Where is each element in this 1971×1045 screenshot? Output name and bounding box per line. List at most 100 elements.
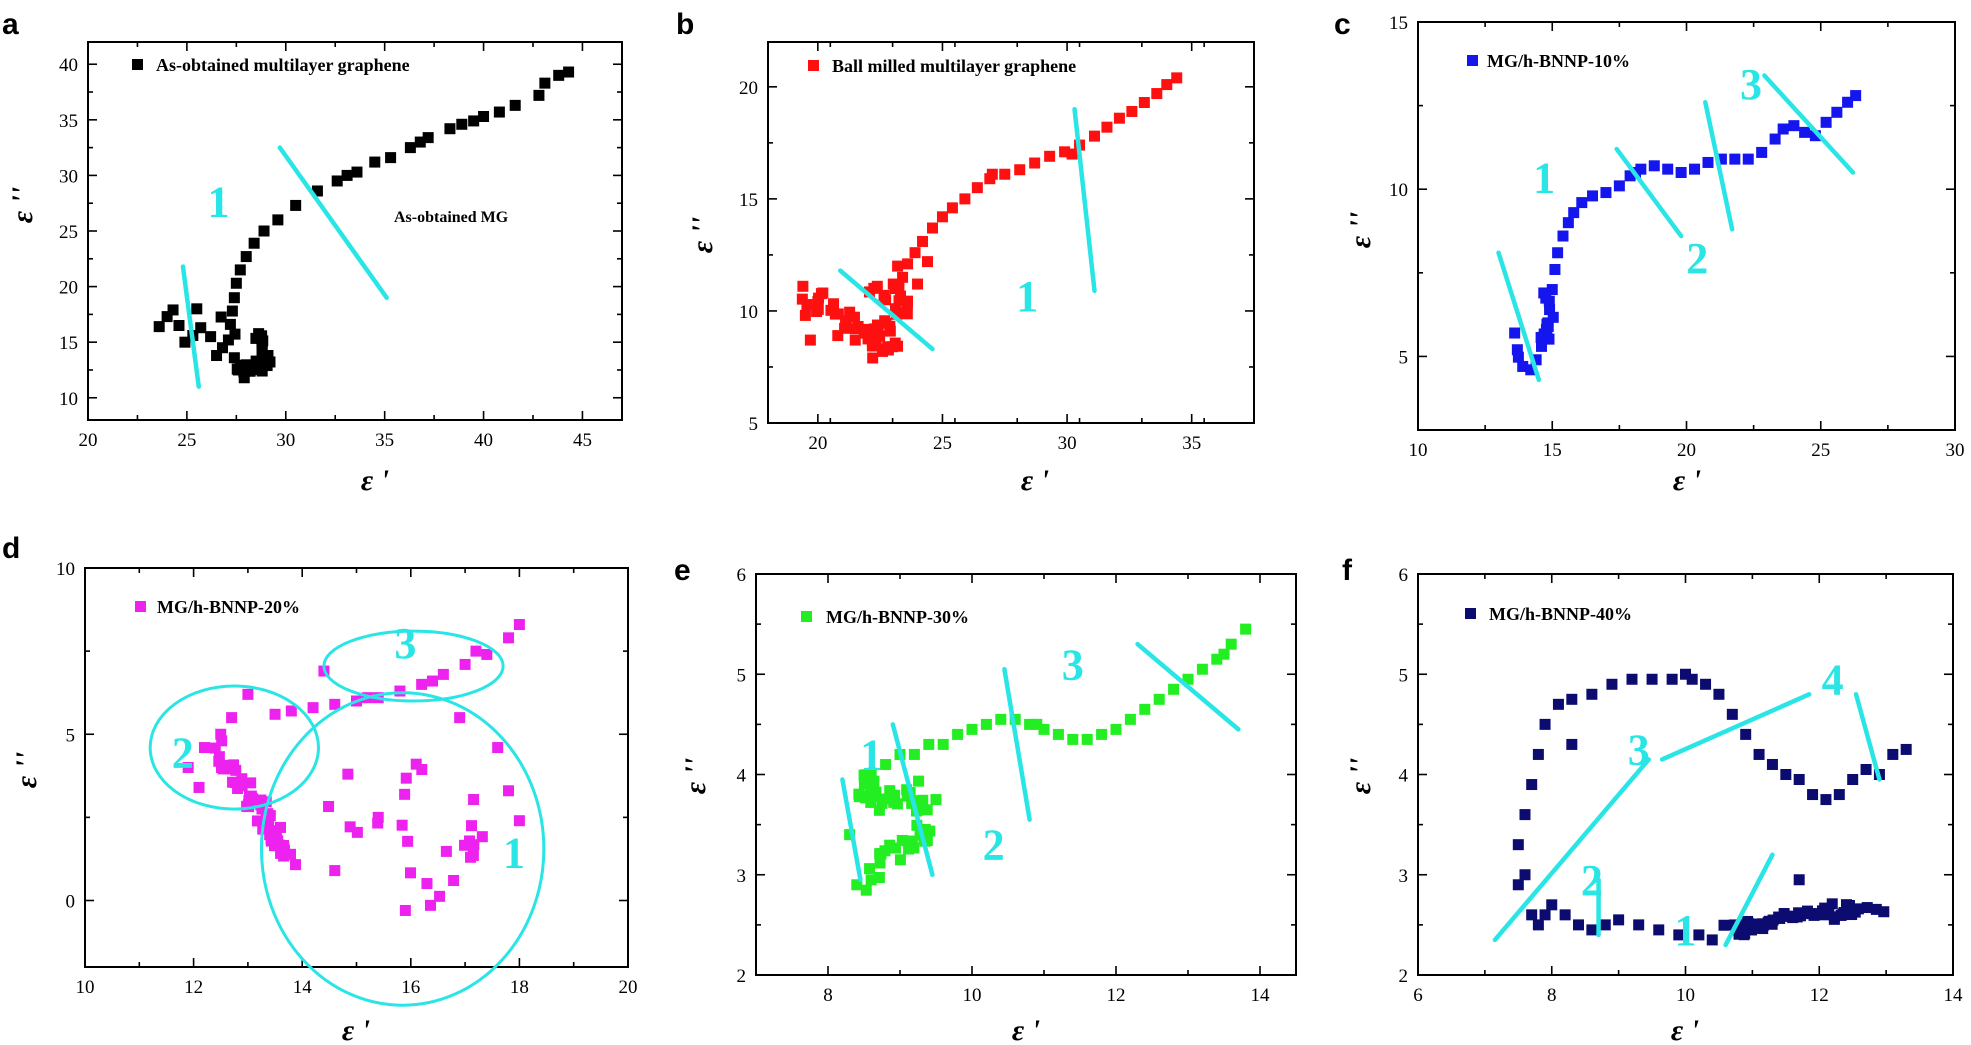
data-point-d [400,772,412,784]
x-tick-label-d: 12 [184,977,203,998]
data-point-e [1196,663,1208,675]
data-point-a [205,331,217,343]
data-point-a [261,360,273,372]
data-point-f [1653,924,1665,936]
data-point-e [894,854,906,866]
data-point-b [1171,72,1183,84]
region-divider-line-c [1762,73,1856,175]
y-tick-label-d: 5 [66,725,76,746]
data-point-a [228,352,240,364]
data-point-b [839,322,851,334]
data-point-f [1718,919,1730,931]
x-tick-label-f: 8 [1547,985,1557,1006]
data-point-d [269,708,281,720]
data-point-b [828,298,840,310]
data-point-f [1693,929,1705,941]
data-point-d [503,785,515,797]
data-point-c [1842,96,1854,108]
panel-label-e: e [674,554,691,587]
data-point-a [272,214,284,226]
data-point-e [908,748,920,760]
data-point-e [874,857,886,869]
data-point-e [919,823,931,835]
data-point-b [884,325,896,337]
y-tick-label-f: 3 [1399,866,1409,887]
data-point-f [1613,914,1625,926]
data-point-e [844,829,856,841]
data-point-f [1512,839,1524,851]
data-point-f [1887,748,1899,760]
data-point-e [875,848,887,860]
data-point-f [1586,924,1598,936]
data-point-f [1573,919,1584,931]
data-point-f [1726,708,1738,720]
panel-b: b Ball milled multilayer graphene ε ' ε … [676,8,1255,497]
data-point-d [396,819,408,831]
data-point-f [1526,779,1538,791]
data-point-d [344,821,356,833]
data-point-b [858,327,870,339]
data-point-e [1240,623,1252,635]
data-point-c [1600,187,1612,199]
data-point-e [865,796,877,808]
data-point-a [250,355,262,367]
data-point-a [553,69,565,81]
plot-area-b [767,41,1255,424]
data-point-b [1029,157,1041,169]
data-point-d [236,780,248,792]
data-point-c [1509,327,1521,339]
y-tick-label-b: 15 [739,190,758,211]
data-point-d [427,675,439,687]
data-point-a [468,115,480,127]
annotation-a: As-obtained MG [394,209,509,226]
region-label-d: 2 [172,729,194,778]
panel-label-a: a [2,8,19,41]
x-tick-label-b: 30 [1058,433,1077,454]
data-point-a [224,318,236,330]
data-point-b [1101,121,1113,133]
data-point-e [930,794,942,806]
data-point-b [893,281,905,293]
region-label-f: 4 [1822,655,1844,704]
data-point-f [1766,918,1778,930]
data-point-e [853,788,865,800]
data-point-b [868,282,880,294]
region-divider-line-e [1002,666,1032,822]
y-axis-label-e: ε '' [679,758,712,794]
data-point-d [448,874,460,886]
data-point-e [995,713,1007,725]
region-label-c: 1 [1533,154,1555,203]
data-point-b [804,334,816,346]
data-point-e [896,834,908,846]
data-point-e [1211,653,1223,665]
data-point-b [832,330,844,342]
data-point-d [226,712,238,724]
data-point-e [862,790,874,802]
data-point-e [851,879,863,891]
data-point-f [1700,678,1712,690]
data-point-c [1544,304,1556,316]
y-tick-label-c: 15 [1389,13,1408,34]
data-point-d [251,815,263,827]
data-point-a [161,311,173,323]
data-point-d [329,865,341,877]
y-tick-label-e: 3 [737,866,747,887]
data-point-f [1599,919,1611,931]
y-tick-label-a: 15 [59,333,78,354]
data-point-b [897,271,909,283]
data-point-a [229,328,241,340]
data-point-e [912,804,924,816]
data-point-b [999,168,1011,180]
data-point-c [1546,284,1558,296]
data-point-a [195,322,207,334]
legend-label-f: MG/h-BNNP-40% [1489,604,1632,624]
data-point-f [1532,748,1544,760]
data-point-b [1161,79,1173,91]
data-point-a [238,372,250,384]
region-ellipse-d [148,684,320,811]
panel-label-d: d [2,532,20,565]
data-point-a [240,251,252,263]
x-tick-label-c: 30 [1946,440,1965,461]
x-tick-label-d: 16 [401,977,420,998]
x-tick-label-f: 14 [1944,985,1964,1006]
